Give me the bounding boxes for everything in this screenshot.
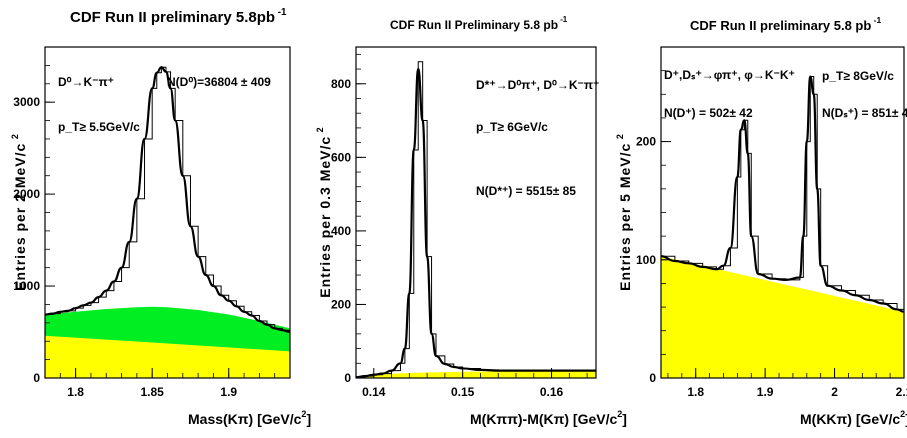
x-tick-label: 1.85 <box>141 385 165 399</box>
x-axis-label-text: M(KKπ) [GeV/c <box>800 411 900 427</box>
annotation-3: N(D⁺) = 502± 42 <box>664 106 753 120</box>
chart-title-sup: -1 <box>871 15 881 25</box>
x-tick-label: 0.16 <box>540 385 564 399</box>
x-tick-label: 1.9 <box>220 385 237 399</box>
annotation-2: p_T≥ 6GeV/c <box>476 120 548 134</box>
x-axis-label-end: ] <box>306 411 311 427</box>
x-tick-label: 1.9 <box>757 385 774 399</box>
data-histogram <box>45 66 290 333</box>
y-tick-label: 0 <box>344 371 351 385</box>
x-axis-label-end: ] <box>905 411 907 427</box>
chart-title-text: CDF Run II Preliminary 5.8 pb <box>390 18 558 32</box>
plot-area <box>356 61 596 378</box>
y-tick-label: 1000 <box>13 279 40 293</box>
annotation-1: D*⁺→D⁰π⁺, D⁰→K⁻π⁺ <box>476 78 599 92</box>
y-tick-label: 0 <box>649 371 656 385</box>
x-axis-label-text: M(Kππ)-M(Kπ) [GeV/c <box>470 411 617 427</box>
y-axis-label-text: Entries per 2 MeV/c <box>12 143 28 291</box>
annotation-2: p_T≥ 5.5GeV/c <box>58 120 140 134</box>
y-tick-label: 2000 <box>13 187 40 201</box>
y-axis-label: Entries per 5 MeV/c 2 <box>615 133 633 291</box>
chart-panel-2: 0.14 0.15 0.16 0 200 400 600 800 CDF Run II Prel… <box>315 15 627 427</box>
chart-title: CDF Run II Preliminary 5.8 pb -1 <box>390 15 568 32</box>
fit-curve <box>661 75 904 313</box>
fit-curve <box>356 67 596 378</box>
x-axis-label-sup: 2 <box>900 409 905 419</box>
y-axis-label: Entries per 0.3 MeV/c 2 <box>315 126 333 297</box>
chart-panel-1: 1.8 1.85 1.9 0 1000 2000 3000 CDF Run II prelim… <box>10 7 311 427</box>
x-tick-label: 2 <box>831 385 838 399</box>
chart-title-sup: -1 <box>558 15 568 24</box>
x-axis-label-text: Mass(Kπ) [GeV/c <box>188 411 302 427</box>
chart-panel-3: 1.8 1.9 2 2.1 0 100 200 CDF Run II preliminary … <box>615 15 907 427</box>
y-axis-label-text: Entries per 0.3 MeV/c <box>317 136 333 298</box>
x-axis-label: M(Kππ)-M(Kπ) [GeV/c2] <box>470 409 627 427</box>
y-tick-label: 3000 <box>13 95 40 109</box>
chart-title-text: CDF Run II preliminary 5.8 pb <box>690 18 871 33</box>
chart-title-sup: -1 <box>275 7 287 18</box>
x-tick-label: 1.8 <box>67 385 84 399</box>
annotation-1: D⁺,Dₛ⁺→φπ⁺, φ→K⁻K⁺ <box>664 68 795 82</box>
y-tick-label: 800 <box>331 77 351 91</box>
background-yellow-area <box>356 371 596 378</box>
plot-frame <box>355 46 597 379</box>
y-tick-label: 200 <box>636 135 656 149</box>
x-tick-label: 0.15 <box>451 385 475 399</box>
annotation-4: N(Dₛ⁺) = 851± 43 <box>822 106 907 120</box>
annotation-3: N(D*⁺) = 5515± 85 <box>476 184 576 198</box>
x-axis-label: M(KKπ) [GeV/c2] <box>800 409 907 427</box>
y-axis-label-sup: 2 <box>315 126 325 136</box>
x-axis-label-sup: 2 <box>617 409 622 419</box>
y-tick-label: 0 <box>33 371 40 385</box>
y-tick-label: 100 <box>636 253 656 267</box>
data-histogram <box>356 61 596 378</box>
x-axis-label-end: ] <box>622 411 627 427</box>
plot-area <box>45 66 290 378</box>
chart-title: CDF Run II preliminary 5.8 pb -1 <box>690 15 881 33</box>
y-axis-label-sup: 2 <box>615 133 625 143</box>
x-axis-label-sup: 2 <box>301 409 306 419</box>
x-axis-label: Mass(Kπ) [GeV/c2] <box>188 409 311 427</box>
annotation-2: p_T≥ 8GeV/c <box>822 69 894 83</box>
plot-area <box>661 75 904 378</box>
fit-curve <box>45 66 290 334</box>
x-tick-label: 0.14 <box>362 385 386 399</box>
x-tick-label: 1.8 <box>687 385 704 399</box>
annotation-3: N(D⁰)=36804 ± 409 <box>167 75 271 89</box>
y-axis-label: Entries per 2 MeV/c 2 <box>10 133 28 291</box>
background-yellow-area <box>661 256 904 378</box>
chart-title-text: CDF Run II preliminary 5.8pb <box>70 9 275 26</box>
y-tick-label: 600 <box>331 150 351 164</box>
annotation-1: D⁰→K⁻π⁺ <box>58 75 114 89</box>
y-tick-label: 400 <box>331 224 351 238</box>
background-yellow-area <box>45 335 290 378</box>
y-axis-label-text: Entries per 5 MeV/c <box>617 143 633 291</box>
y-tick-label: 200 <box>331 297 351 311</box>
x-tick-label: 2.1 <box>896 385 907 399</box>
y-axis-label-sup: 2 <box>10 133 20 143</box>
chart-title: CDF Run II preliminary 5.8pb -1 <box>70 7 287 26</box>
